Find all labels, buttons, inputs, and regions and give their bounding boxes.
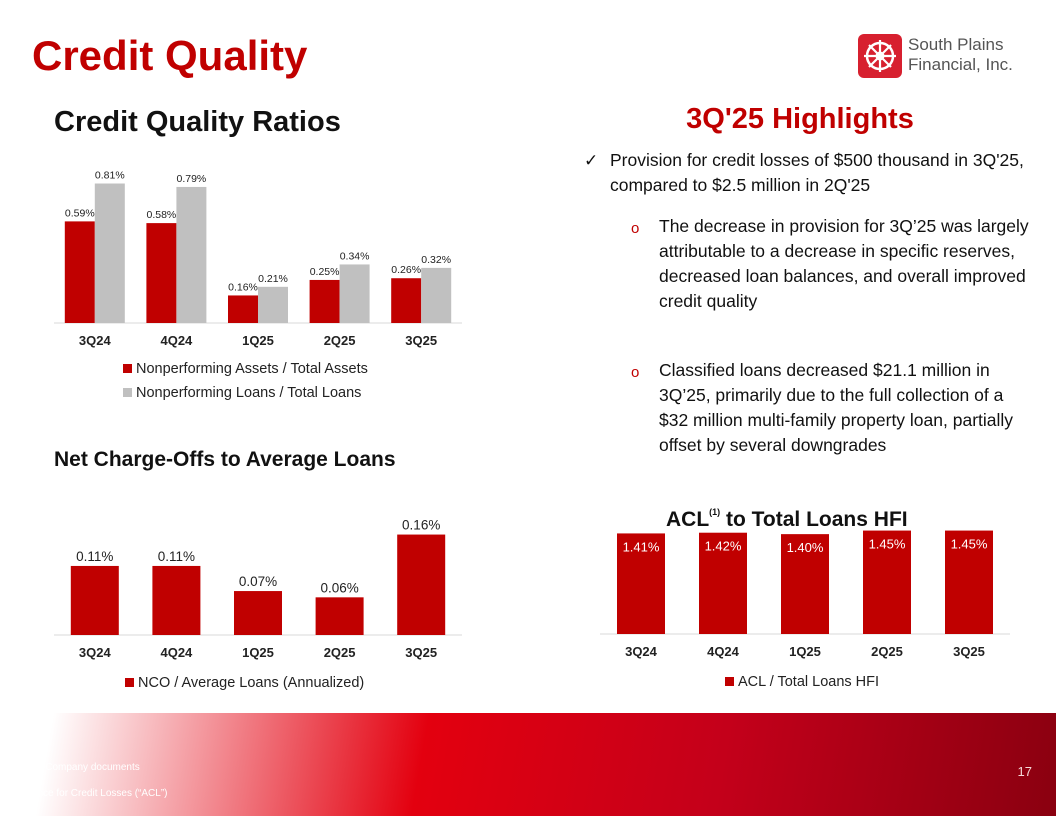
- x-tick-label: 3Q25: [405, 645, 437, 660]
- bar-3q25: [397, 534, 446, 635]
- data-label: 1.45%: [869, 537, 906, 552]
- bar-3q24: [70, 565, 119, 635]
- acl-footnote: Allowance for Credit Losses (“ACL”): [8, 788, 168, 799]
- bar-1q25: [228, 295, 258, 323]
- bar-1q25: [258, 286, 288, 323]
- data-label: 0.07%: [239, 574, 277, 589]
- data-label: 0.81%: [95, 170, 125, 182]
- x-tick-label: 3Q25: [405, 333, 437, 348]
- slide-title: Credit Quality: [32, 32, 308, 79]
- data-label: 1.42%: [705, 539, 742, 554]
- legend-item-nonperforming-assets: Nonperforming Assets / Total Assets: [123, 357, 368, 381]
- acl-title-main: ACL: [666, 508, 710, 531]
- x-tick-label: 4Q24: [160, 645, 193, 660]
- legend-item-nonperforming-loans: Nonperforming Loans / Total Loans: [123, 381, 368, 405]
- legend-swatch-red: [125, 678, 134, 687]
- logo-line-2: Financial, Inc.: [908, 55, 1013, 74]
- bar-4q24: [699, 532, 747, 634]
- credit-ratios-legend: Nonperforming Assets / Total Assets Nonp…: [123, 357, 368, 405]
- logo-icon: [858, 34, 902, 78]
- acl-title-footnote: (1): [709, 507, 721, 517]
- data-label: 0.25%: [310, 266, 340, 278]
- logo-text: South Plains Financial, Inc.: [908, 35, 1013, 75]
- highlight-sub-bullet-2: Classified loans decreased $21.1 million…: [659, 360, 1014, 455]
- bar-2q25: [863, 530, 911, 634]
- net-charge-offs-chart: 0.11% 3Q24 0.11% 4Q24 0.07% 1Q25 0.06% 2Q25 0.16…: [54, 518, 462, 660]
- bar-1q25: [781, 534, 829, 634]
- highlight-sub-bullet-1: The decrease in provision for 3Q’25 was …: [659, 216, 1029, 311]
- bar-1q25: [234, 591, 282, 635]
- x-tick-label: 4Q24: [160, 333, 193, 348]
- footer-band: [0, 713, 1056, 816]
- x-tick-label: 2Q25: [871, 644, 903, 659]
- x-tick-label: 1Q25: [789, 644, 821, 659]
- bar-4q24: [146, 223, 177, 323]
- legend-item-acl: ACL / Total Loans HFI: [725, 670, 879, 694]
- data-label: 0.79%: [177, 173, 207, 185]
- page-number: 17: [1017, 764, 1032, 779]
- legend-label: ACL / Total Loans HFI: [738, 674, 880, 690]
- legend-label: Nonperforming Assets / Total Assets: [136, 361, 368, 377]
- x-tick-label: 3Q24: [625, 644, 658, 659]
- data-label: 0.16%: [228, 281, 258, 293]
- bar-4q24: [176, 186, 207, 323]
- x-tick-label: 2Q25: [324, 333, 356, 348]
- legend-label: NCO / Average Loans (Annualized): [138, 675, 365, 691]
- bar-3q24: [617, 533, 665, 634]
- x-tick-label: 4Q24: [707, 644, 740, 659]
- data-label: 0.58%: [147, 209, 177, 221]
- circle-bullet-icon: o: [631, 364, 640, 381]
- company-logo: South Plains Financial, Inc.: [858, 34, 1038, 78]
- highlight-main-bullet: Provision for credit losses of $500 thou…: [610, 150, 1024, 195]
- data-label: 0.06%: [320, 580, 358, 595]
- bar-3q25: [945, 530, 993, 634]
- checkmark-icon: ✓: [584, 151, 599, 170]
- data-label: 0.21%: [258, 273, 288, 285]
- data-label: 0.59%: [65, 207, 95, 219]
- bar-2q25: [315, 597, 364, 635]
- logo-line-1: South Plains: [908, 35, 1004, 54]
- x-tick-label: 3Q24: [79, 645, 112, 660]
- data-label: 1.40%: [787, 540, 824, 555]
- legend-swatch-red: [725, 677, 734, 686]
- data-label: 1.45%: [951, 537, 988, 552]
- x-tick-label: 2Q25: [324, 645, 356, 660]
- legend-swatch-gray: [123, 388, 132, 397]
- credit-quality-ratios-title: Credit Quality Ratios: [54, 106, 341, 138]
- bar-3q24: [64, 221, 95, 323]
- legend-label: Nonperforming Loans / Total Loans: [136, 385, 362, 401]
- x-tick-label: 1Q25: [242, 645, 274, 660]
- acl-chart-title: ACL(1) to Total Loans HFI: [666, 498, 908, 534]
- data-label: 0.11%: [158, 549, 195, 564]
- data-label: 0.32%: [421, 254, 451, 266]
- legend-item-nco: NCO / Average Loans (Annualized): [125, 671, 364, 695]
- x-tick-label: 3Q24: [79, 333, 112, 348]
- bar-3q24: [94, 183, 125, 323]
- bar-3q25: [391, 278, 422, 323]
- x-tick-label: 3Q25: [953, 644, 985, 659]
- data-label: 0.34%: [340, 250, 370, 262]
- legend-swatch-red: [123, 364, 132, 373]
- data-label: 1.41%: [623, 539, 660, 554]
- bar-3q25: [421, 267, 452, 323]
- circle-bullet-icon: o: [631, 220, 640, 237]
- x-tick-label: 1Q25: [242, 333, 274, 348]
- acl-title-rest: to Total Loans HFI: [720, 508, 908, 531]
- net-charge-offs-title: Net Charge-Offs to Average Loans: [54, 448, 396, 471]
- source-note: Source: Company documents: [8, 762, 140, 773]
- nco-legend: NCO / Average Loans (Annualized): [125, 671, 364, 695]
- bar-2q25: [309, 279, 340, 323]
- credit-quality-ratios-chart: 0.59% 0.81% 3Q24 0.58% 0.79% 4Q24 0.16%0.21% 1Q…: [54, 170, 462, 348]
- bar-4q24: [152, 565, 201, 635]
- acl-legend: ACL / Total Loans HFI: [725, 670, 879, 694]
- data-label: 0.11%: [76, 549, 113, 564]
- data-label: 0.26%: [391, 264, 421, 276]
- data-label: 0.16%: [402, 518, 440, 533]
- highlights-title: 3Q'25 Highlights: [686, 103, 914, 135]
- bar-2q25: [339, 264, 370, 323]
- acl-to-loans-chart: 1.41% 3Q24 1.42% 4Q24 1.40% 1Q25 1.45% 2Q25 1.45…: [600, 530, 1010, 659]
